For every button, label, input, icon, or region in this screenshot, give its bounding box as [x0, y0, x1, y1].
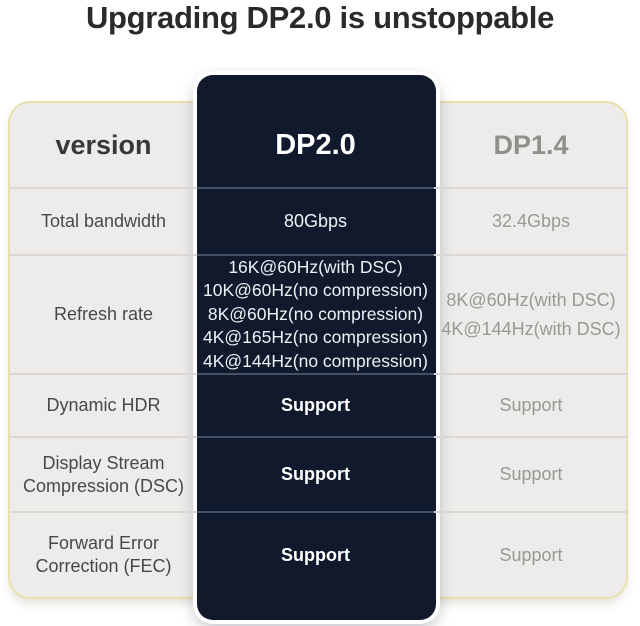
dp20-dsc-value: Support — [281, 464, 350, 484]
dp20-dynamic-hdr-value: Support — [281, 395, 350, 415]
row-label-dynamic-hdr: Dynamic HDR — [10, 373, 197, 436]
dp14-refresh-line-2: 4K@144Hz(with DSC) — [441, 318, 621, 339]
header-cell-dp20: DP2.0 — [197, 103, 434, 187]
dp20-fec-value: Support — [281, 544, 350, 565]
dp20-refresh-line-1: 16K@60Hz(with DSC) — [228, 256, 403, 277]
comparison-table: version DP2.0 DP1.4 Total bandwidth 80Gb… — [10, 103, 628, 597]
row-label-refresh-rate: Refresh rate — [10, 254, 197, 373]
dp14-fec-cell: Support — [434, 511, 628, 597]
dp20-total-bandwidth-value: 80Gbps — [283, 211, 348, 231]
dp20-dynamic-hdr-cell: Support — [197, 373, 434, 436]
dsc-label: Display Stream Compression (DSC) — [22, 452, 185, 496]
refresh-rate-label: Refresh rate — [53, 304, 154, 324]
dp14-total-bandwidth-cell: 32.4Gbps — [434, 187, 628, 254]
dp20-refresh-line-3: 8K@60Hz(no compression) — [207, 303, 424, 324]
dp20-fec-cell: Support — [197, 511, 434, 597]
header-cell-dp14: DP1.4 — [434, 103, 628, 187]
fec-label: Forward Error Correction (FEC) — [35, 533, 172, 576]
row-label-dsc: Display Stream Compression (DSC) — [10, 436, 197, 511]
dp14-refresh-rate-cell: 8K@60Hz(with DSC) 4K@144Hz(with DSC) — [434, 254, 628, 373]
row-label-total-bandwidth: Total bandwidth — [10, 187, 197, 254]
dp14-total-bandwidth-value: 32.4Gbps — [491, 211, 571, 231]
dp20-dsc-cell: Support — [197, 436, 434, 511]
header-cell-version: version — [10, 103, 197, 187]
dp14-dynamic-hdr-cell: Support — [434, 373, 628, 436]
dp14-dsc-cell: Support — [434, 436, 628, 511]
dp14-dsc-value: Support — [499, 464, 563, 484]
dp14-refresh-line-1: 8K@60Hz(with DSC) — [446, 289, 616, 310]
dp20-refresh-line-5: 4K@144Hz(no compression) — [203, 350, 428, 371]
dp20-refresh-rate-cell: 16K@60Hz(with DSC) 10K@60Hz(no compressi… — [197, 254, 434, 373]
total-bandwidth-label: Total bandwidth — [40, 211, 167, 231]
dp20-highlight-panel — [197, 75, 436, 620]
dp14-fec-value: Support — [499, 544, 563, 565]
header-dp14-label: DP1.4 — [493, 129, 569, 160]
header-version-label: version — [55, 129, 152, 160]
dynamic-hdr-label: Dynamic HDR — [46, 395, 161, 415]
header-dp20-label: DP2.0 — [275, 128, 356, 161]
dp20-refresh-line-4: 4K@165Hz(no compression) — [203, 327, 428, 348]
dp20-refresh-line-2: 10K@60Hz(no compression) — [203, 280, 428, 301]
dp20-total-bandwidth-cell: 80Gbps — [197, 187, 434, 254]
dp14-dynamic-hdr-value: Support — [499, 395, 563, 415]
page-title: Upgrading DP2.0 is unstoppable — [85, 0, 555, 35]
row-label-fec: Forward Error Correction (FEC) — [10, 511, 197, 597]
